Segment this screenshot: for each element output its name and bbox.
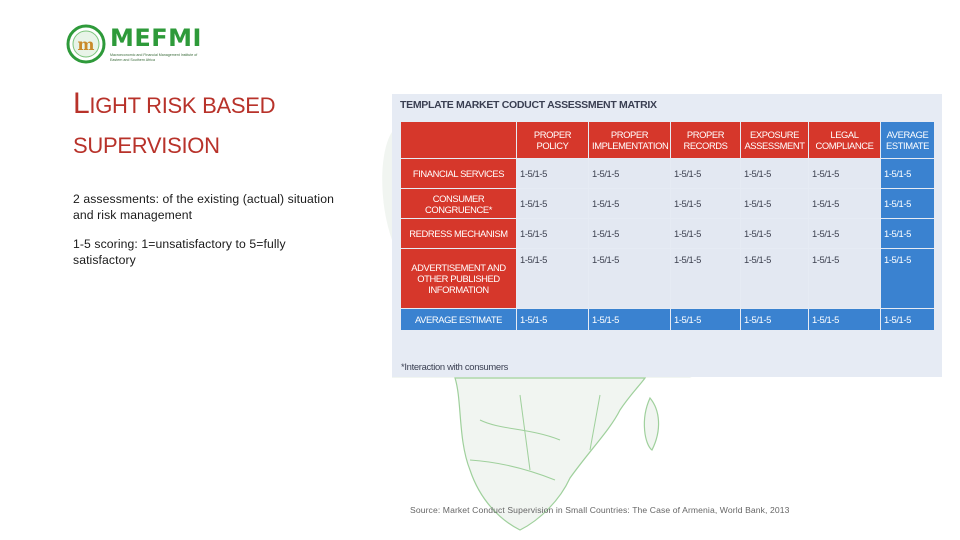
matrix-score-cell: 1-5/1-5 (740, 188, 809, 219)
matrix-score-cell: 1-5/1-5 (880, 248, 935, 309)
logo-tagline: Macroeconomic and Financial Management I… (110, 53, 198, 62)
matrix-score-cell: 1-5/1-5 (670, 218, 741, 249)
matrix-row-label: REDRESS MECHANISM (400, 218, 517, 249)
matrix-column-header: PROPER IMPLEMENTATION (588, 121, 671, 159)
matrix-score-cell: 1-5/1-5 (516, 158, 589, 189)
matrix-score-cell: 1-5/1-5 (808, 158, 881, 189)
matrix-column-header: LEGAL COMPLIANCE (808, 121, 881, 159)
matrix-row-label: AVERAGE ESTIMATE (400, 308, 517, 331)
matrix-row-label: FINANCIAL SERVICES (400, 158, 517, 189)
title-first-letter: L (73, 87, 90, 120)
matrix-score-cell: 1-5/1-5 (740, 308, 809, 331)
source-citation: Source: Market Conduct Supervision in Sm… (410, 505, 790, 515)
matrix-row-label: ADVERTISEMENT AND OTHER PUBLISHED INFORMAT… (400, 248, 517, 309)
assessment-matrix: TEMPLATE MARKET CODUCT ASSESSMENT MATRIX… (392, 94, 942, 377)
svg-text:m: m (78, 35, 95, 54)
matrix-score-cell: 1-5/1-5 (880, 218, 935, 249)
matrix-score-cell: 1-5/1-5 (588, 158, 671, 189)
slide-title: LIGHT RISK BASED SUPERVISION (73, 84, 373, 166)
matrix-score-cell: 1-5/1-5 (740, 218, 809, 249)
logo-wordmark: MEFMI (110, 24, 202, 53)
matrix-score-cell: 1-5/1-5 (670, 308, 741, 331)
matrix-score-cell: 1-5/1-5 (740, 158, 809, 189)
matrix-score-cell: 1-5/1-5 (588, 248, 671, 309)
matrix-row-label: CONSUMER CONGRUENCE* (400, 188, 517, 219)
matrix-footnote: *Interaction with consumers (401, 361, 509, 372)
matrix-score-cell: 1-5/1-5 (516, 188, 589, 219)
body-paragraph-assessments: 2 assessments: of the existing (actual) … (73, 192, 334, 222)
matrix-score-cell: 1-5/1-5 (880, 188, 935, 219)
matrix-header-row: PROPER POLICY PROPER IMPLEMENTATION PROPER R… (400, 121, 935, 159)
body-paragraph-scoring: 1-5 scoring: 1=unsatisfactory to 5=fully… (73, 237, 286, 267)
matrix-score-cell: 1-5/1-5 (516, 308, 589, 331)
matrix-table: PROPER POLICY PROPER IMPLEMENTATION PROPER R… (400, 121, 935, 331)
matrix-row: FINANCIAL SERVICES 1-5/1-5 1-5/1-5 1-5/1-5 1… (400, 158, 935, 189)
matrix-score-cell: 1-5/1-5 (880, 308, 935, 331)
matrix-column-header: PROPER POLICY (516, 121, 589, 159)
matrix-row: REDRESS MECHANISM 1-5/1-5 1-5/1-5 1-5/1-5 1-… (400, 218, 935, 249)
matrix-score-cell: 1-5/1-5 (670, 158, 741, 189)
matrix-score-cell: 1-5/1-5 (740, 248, 809, 309)
matrix-score-cell: 1-5/1-5 (670, 248, 741, 309)
matrix-row: CONSUMER CONGRUENCE* 1-5/1-5 1-5/1-5 1-5/1-… (400, 188, 935, 219)
matrix-score-cell: 1-5/1-5 (808, 188, 881, 219)
matrix-row: ADVERTISEMENT AND OTHER PUBLISHED INFORMAT… (400, 248, 935, 309)
matrix-score-cell: 1-5/1-5 (588, 218, 671, 249)
matrix-score-cell: 1-5/1-5 (588, 308, 671, 331)
matrix-score-cell: 1-5/1-5 (808, 218, 881, 249)
matrix-corner-cell (400, 121, 517, 159)
matrix-column-header: EXPOSURE ASSESSMENT (740, 121, 809, 159)
matrix-score-cell: 1-5/1-5 (880, 158, 935, 189)
matrix-score-cell: 1-5/1-5 (516, 218, 589, 249)
matrix-score-cell: 1-5/1-5 (808, 248, 881, 309)
matrix-column-header: AVERAGE ESTIMATE (880, 121, 935, 159)
matrix-title: TEMPLATE MARKET CODUCT ASSESSMENT MATRIX (400, 99, 657, 111)
title-line2: SUPERVISION (73, 133, 220, 158)
mefmi-emblem-icon: m (66, 24, 106, 64)
matrix-score-cell: 1-5/1-5 (670, 188, 741, 219)
matrix-column-header: PROPER RECORDS (670, 121, 741, 159)
title-line1: IGHT RISK BASED (89, 93, 276, 118)
mefmi-logo: m MEFMI Macroeconomic and Financial Mana… (66, 14, 202, 74)
slide-body: 2 assessments: of the existing (actual) … (73, 192, 335, 282)
matrix-score-cell: 1-5/1-5 (516, 248, 589, 309)
matrix-score-cell: 1-5/1-5 (588, 188, 671, 219)
matrix-score-cell: 1-5/1-5 (808, 308, 881, 331)
matrix-total-row: AVERAGE ESTIMATE 1-5/1-5 1-5/1-5 1-5/1-5 1-5… (400, 308, 935, 331)
